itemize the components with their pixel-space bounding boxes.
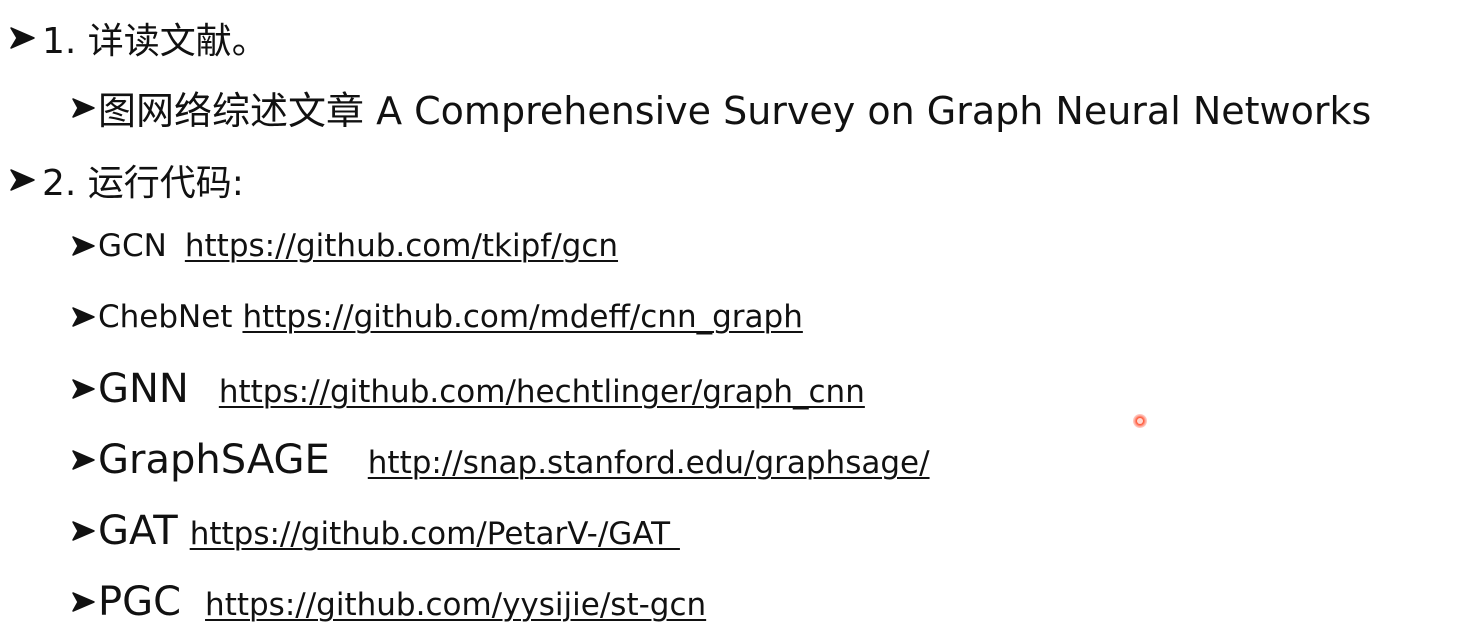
repo-item-gcn: GCN https://github.com/tkipf/gcn xyxy=(70,228,618,264)
arrow-bullet-icon xyxy=(70,233,98,259)
repo-item-chebnet: ChebNet https://github.com/mdeff/cnn_gra… xyxy=(70,299,803,335)
repo-link[interactable]: http://snap.stanford.edu/graphsage/ xyxy=(367,445,930,481)
repo-link[interactable]: https://github.com/PetarV-/GAT xyxy=(189,516,680,552)
arrow-bullet-icon xyxy=(70,447,98,473)
repo-name: GraphSAGE xyxy=(98,437,330,483)
arrow-bullet-icon xyxy=(8,167,42,193)
arrow-bullet-icon xyxy=(70,95,98,121)
repo-name: GNN xyxy=(98,366,189,412)
repo-item-graphsage: GraphSAGE http://snap.stanford.edu/graph… xyxy=(70,437,930,483)
repo-item-gnn: GNN https://github.com/hechtlinger/graph… xyxy=(70,366,865,412)
laser-pointer-icon xyxy=(1133,414,1147,428)
repo-item-gat: GAT https://github.com/PetarV-/GAT xyxy=(70,508,680,554)
item-text: 1. 详读文献。 xyxy=(42,21,268,62)
item-text: 2. 运行代码: xyxy=(42,163,244,204)
repo-item-pgc: PGC https://github.com/yysijie/st-gcn xyxy=(70,579,706,625)
arrow-bullet-icon xyxy=(70,376,98,402)
arrow-bullet-icon xyxy=(70,518,98,544)
arrow-bullet-icon xyxy=(8,25,42,51)
survey-title: 图网络综述文章 A Comprehensive Survey on Graph … xyxy=(98,89,1372,133)
arrow-bullet-icon xyxy=(70,589,98,615)
repo-link[interactable]: https://github.com/tkipf/gcn xyxy=(184,228,619,264)
list-item-run-code: 2. 运行代码: xyxy=(8,154,244,206)
list-item-read-literature: 1. 详读文献。 xyxy=(8,12,268,64)
list-item-survey: 图网络综述文章 A Comprehensive Survey on Graph … xyxy=(70,80,1371,135)
repo-link[interactable]: https://github.com/hechtlinger/graph_cnn xyxy=(218,374,865,410)
repo-name: GCN xyxy=(98,228,167,264)
repo-name: ChebNet xyxy=(98,299,233,335)
repo-link[interactable]: https://github.com/yysijie/st-gcn xyxy=(205,587,707,623)
repo-name: GAT xyxy=(98,508,178,554)
repo-name: PGC xyxy=(98,579,182,625)
arrow-bullet-icon xyxy=(70,304,98,330)
repo-link[interactable]: https://github.com/mdeff/cnn_graph xyxy=(242,299,803,335)
